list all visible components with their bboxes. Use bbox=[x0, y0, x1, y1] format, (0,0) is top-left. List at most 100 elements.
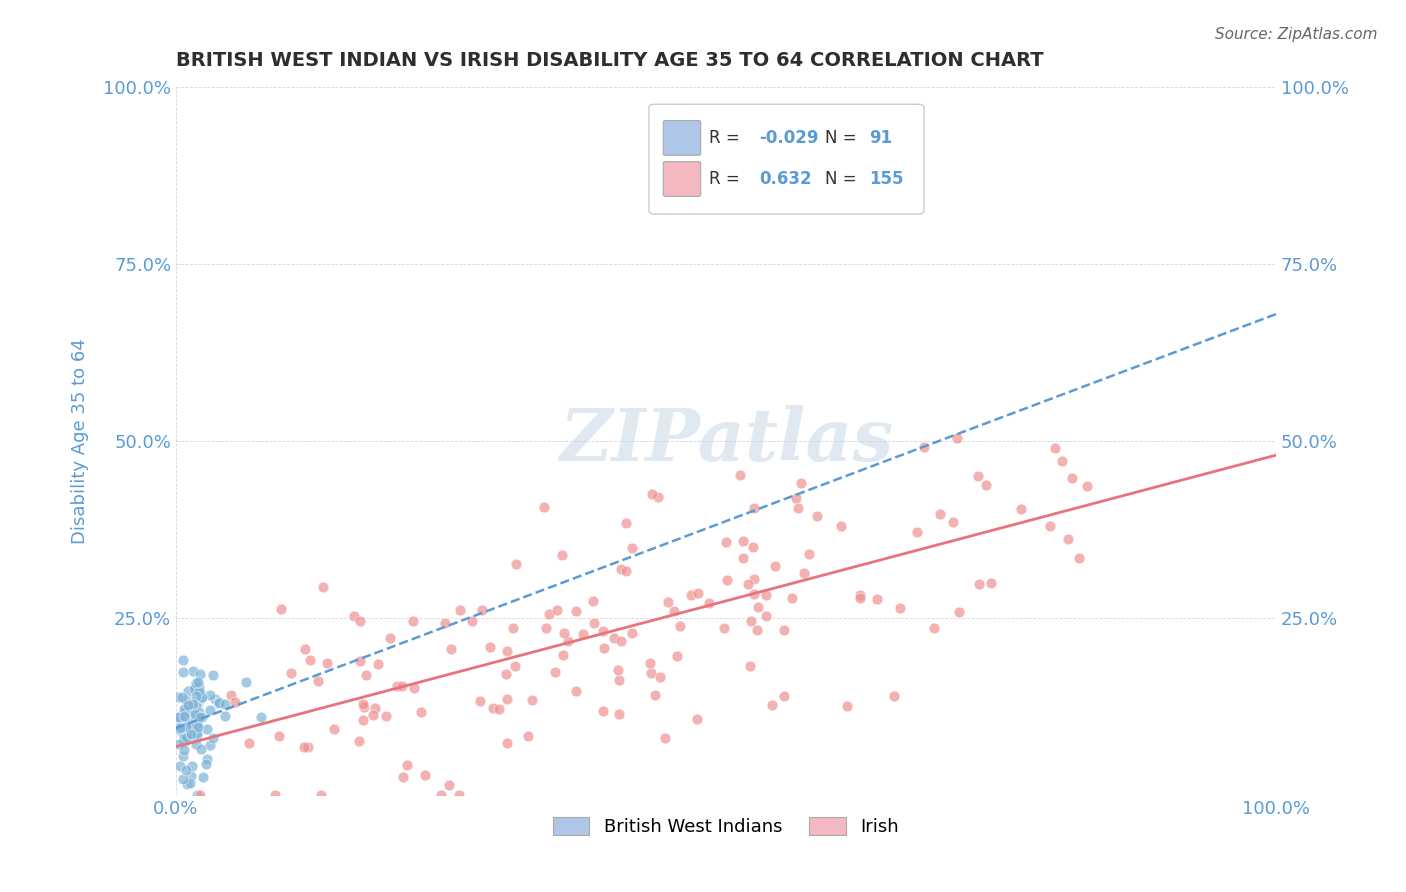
Point bbox=[520, 693, 543, 707]
Point bbox=[780, 591, 803, 606]
Point bbox=[745, 623, 768, 637]
Point bbox=[375, 708, 398, 723]
Point bbox=[666, 648, 689, 663]
Point bbox=[848, 588, 870, 602]
Point bbox=[395, 757, 418, 772]
Point bbox=[713, 621, 735, 635]
Point bbox=[644, 689, 666, 703]
Point bbox=[173, 709, 195, 723]
Point bbox=[184, 676, 207, 690]
Point bbox=[785, 491, 807, 505]
Text: 155: 155 bbox=[869, 169, 904, 187]
Point bbox=[353, 700, 375, 714]
Point bbox=[449, 603, 471, 617]
Text: BRITISH WEST INDIAN VS IRISH DISABILITY AGE 35 TO 64 CORRELATION CHART: BRITISH WEST INDIAN VS IRISH DISABILITY … bbox=[176, 51, 1043, 70]
Point bbox=[184, 680, 207, 694]
Point bbox=[404, 681, 426, 695]
Point bbox=[648, 670, 671, 684]
Point bbox=[976, 477, 998, 491]
Point bbox=[728, 467, 751, 482]
Point bbox=[186, 728, 208, 742]
Point bbox=[929, 507, 952, 521]
Point bbox=[439, 778, 461, 792]
Point bbox=[188, 666, 211, 681]
Point bbox=[1050, 454, 1073, 468]
Y-axis label: Disability Age 35 to 64: Disability Age 35 to 64 bbox=[72, 338, 89, 544]
Point bbox=[1010, 502, 1032, 516]
Point bbox=[191, 710, 214, 724]
Text: ZIPatlas: ZIPatlas bbox=[560, 406, 893, 476]
Point bbox=[866, 592, 889, 607]
Point bbox=[565, 604, 588, 618]
Legend: British West Indians, Irish: British West Indians, Irish bbox=[546, 809, 905, 843]
Point bbox=[173, 710, 195, 724]
Point bbox=[761, 698, 783, 713]
Point bbox=[948, 605, 970, 619]
Point bbox=[482, 701, 505, 715]
Point bbox=[401, 614, 423, 628]
Point bbox=[292, 740, 315, 755]
Point bbox=[169, 721, 191, 735]
Point bbox=[354, 668, 377, 682]
Point bbox=[177, 717, 200, 731]
Point bbox=[553, 648, 575, 663]
Point bbox=[176, 719, 198, 733]
FancyBboxPatch shape bbox=[664, 120, 700, 155]
Point bbox=[391, 679, 413, 693]
Point bbox=[183, 664, 205, 678]
Point bbox=[755, 588, 778, 602]
Point bbox=[269, 729, 291, 743]
Point bbox=[188, 685, 211, 699]
Point bbox=[204, 692, 226, 706]
Point bbox=[179, 775, 201, 789]
Point bbox=[592, 624, 614, 639]
Point bbox=[214, 709, 236, 723]
Point bbox=[176, 763, 198, 777]
FancyBboxPatch shape bbox=[650, 104, 924, 214]
Point bbox=[716, 535, 738, 549]
Point bbox=[946, 431, 969, 445]
Point bbox=[361, 708, 384, 723]
Point bbox=[176, 700, 198, 714]
Point bbox=[184, 737, 207, 751]
Point bbox=[294, 642, 316, 657]
Point bbox=[638, 656, 661, 670]
Point bbox=[409, 705, 432, 719]
Point bbox=[180, 726, 202, 740]
Point bbox=[174, 731, 197, 746]
Point bbox=[187, 680, 209, 694]
Point bbox=[172, 772, 194, 786]
Point bbox=[299, 653, 322, 667]
Point bbox=[551, 548, 574, 562]
Point bbox=[172, 665, 194, 679]
Point bbox=[173, 730, 195, 744]
Point bbox=[640, 665, 662, 680]
Point bbox=[309, 789, 332, 803]
Point bbox=[914, 440, 936, 454]
Point bbox=[1076, 479, 1098, 493]
Text: Source: ZipAtlas.com: Source: ZipAtlas.com bbox=[1215, 27, 1378, 42]
Point bbox=[763, 559, 786, 574]
Point bbox=[167, 690, 190, 704]
Point bbox=[1057, 532, 1080, 546]
Point bbox=[741, 540, 763, 554]
Point bbox=[654, 731, 676, 746]
Point bbox=[181, 696, 204, 710]
Point bbox=[186, 716, 208, 731]
Point bbox=[170, 715, 193, 730]
Point bbox=[790, 476, 813, 491]
Point bbox=[187, 684, 209, 698]
Point bbox=[200, 739, 222, 753]
Point bbox=[716, 574, 738, 588]
Point bbox=[176, 777, 198, 791]
Point bbox=[889, 601, 911, 615]
Point bbox=[793, 566, 815, 581]
Point bbox=[200, 689, 222, 703]
Point bbox=[280, 665, 302, 680]
Point bbox=[352, 713, 374, 727]
Point bbox=[413, 768, 436, 782]
Point bbox=[174, 693, 197, 707]
Point bbox=[737, 577, 759, 591]
Point bbox=[1039, 519, 1062, 533]
Point bbox=[572, 627, 595, 641]
